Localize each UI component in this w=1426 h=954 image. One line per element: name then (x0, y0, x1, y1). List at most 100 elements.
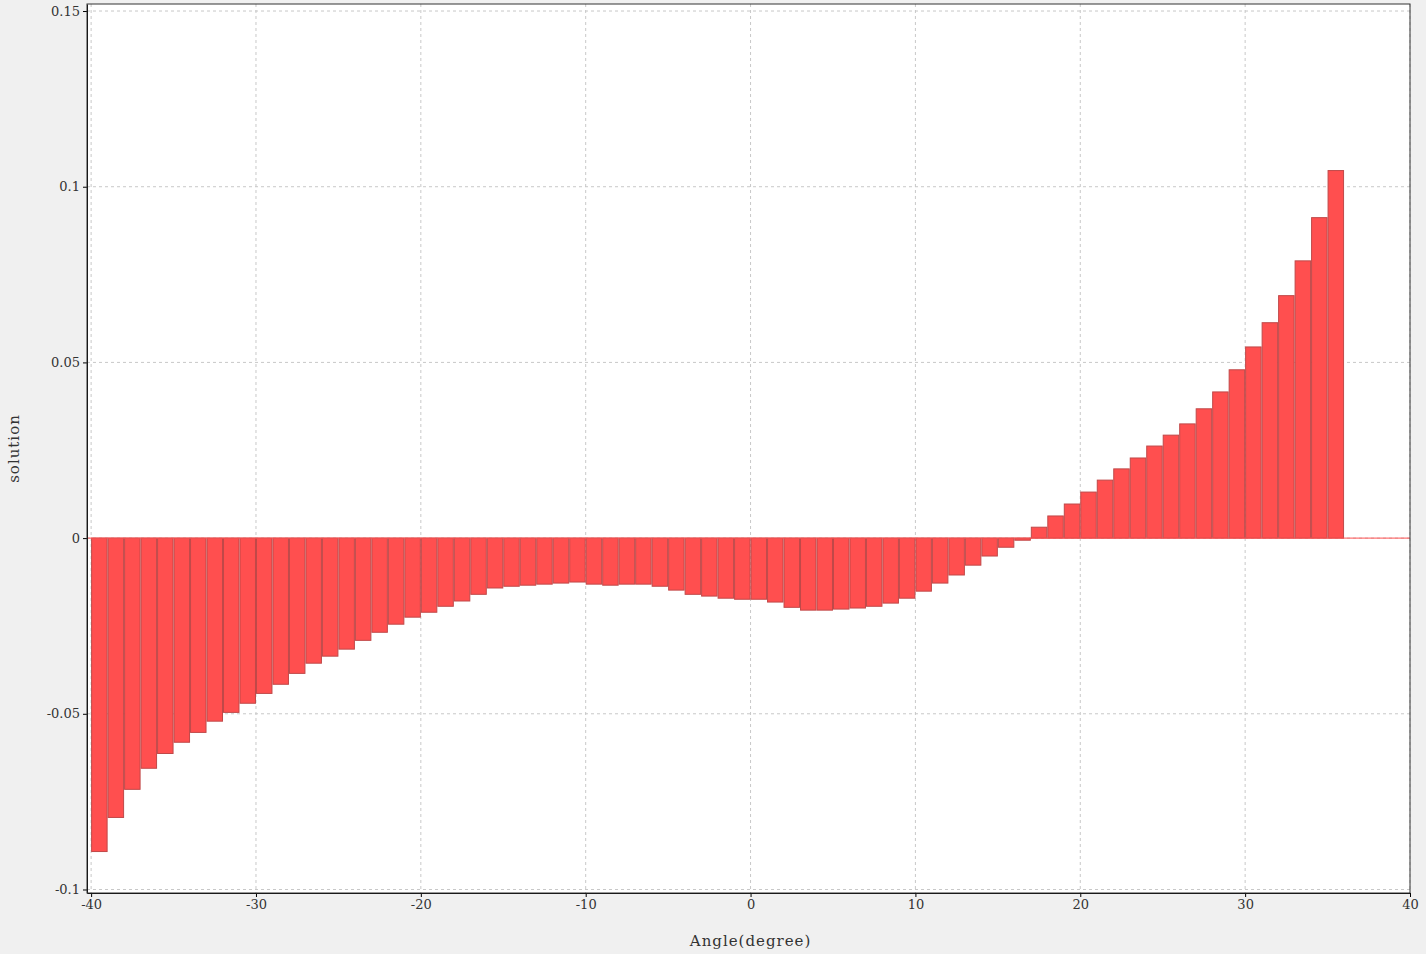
x-tick-label: -20 (411, 897, 432, 912)
baseline (87, 538, 1410, 539)
bar (158, 538, 173, 753)
bar (1328, 171, 1343, 539)
bar (1147, 446, 1162, 538)
grid-line-y (87, 186, 1410, 187)
bar (125, 538, 140, 789)
bar (1114, 469, 1129, 538)
bar (1246, 347, 1261, 538)
bar (1048, 516, 1063, 538)
y-axis-title: solution (5, 414, 23, 483)
bar (784, 538, 799, 607)
bar (174, 538, 189, 742)
bar (949, 538, 964, 575)
grid-line-y (87, 11, 1410, 12)
x-axis-title: Angle(degree) (689, 932, 811, 950)
bar (570, 538, 585, 582)
x-tick: -10 (576, 893, 597, 912)
bar (735, 538, 750, 599)
bar (1262, 323, 1277, 538)
bar (537, 538, 552, 584)
bar (1163, 435, 1178, 538)
y-tick-label: 0 (72, 531, 80, 546)
grid-line-x (750, 4, 751, 893)
bar (438, 538, 453, 606)
bar (833, 538, 848, 609)
grid-line-x (585, 4, 586, 893)
y-tick-label: 0.1 (59, 179, 80, 194)
bar (405, 538, 420, 617)
bar (1031, 527, 1046, 538)
bar (718, 538, 733, 598)
grid-line-y (87, 713, 1410, 714)
bar (685, 538, 700, 594)
bar (1130, 458, 1145, 538)
bar (1064, 504, 1079, 538)
bar (108, 538, 123, 817)
grid-line-x (915, 4, 916, 893)
y-tick-label: 0.05 (51, 355, 80, 370)
y-tick: 0.15 (51, 4, 87, 19)
x-tick-label: 10 (908, 897, 925, 912)
bar (1097, 480, 1112, 538)
bar (850, 538, 865, 608)
bar (240, 538, 255, 703)
bar (504, 538, 519, 586)
plot: -40-30-20-10010203040-0.1-0.0500.050.10.… (47, 4, 1419, 913)
grid-line-x (255, 4, 256, 893)
bar (636, 538, 651, 584)
bar (1295, 261, 1310, 538)
x-tick: -40 (81, 893, 102, 912)
bar (702, 538, 717, 596)
bar (339, 538, 354, 649)
bar (982, 538, 997, 556)
bar (289, 538, 304, 673)
y-tick: -0.1 (55, 882, 87, 897)
bar (273, 538, 288, 684)
bar (1081, 492, 1096, 538)
bar (553, 538, 568, 583)
bar (866, 538, 881, 606)
x-tick-label: -30 (246, 897, 267, 912)
x-tick-label: 30 (1237, 897, 1254, 912)
bar (603, 538, 618, 585)
x-tick: 10 (908, 893, 925, 912)
bar (224, 538, 239, 712)
x-tick: -20 (411, 893, 432, 912)
x-tick-label: -10 (576, 897, 597, 912)
background (0, 0, 1426, 954)
y-tick-label: -0.1 (55, 882, 80, 897)
y-tick-mark (83, 362, 87, 363)
plot-frame (87, 4, 1410, 893)
grid-line-y (87, 538, 1410, 539)
bar (768, 538, 783, 602)
bar (388, 538, 403, 624)
bar (471, 538, 486, 594)
bar (916, 538, 931, 591)
bar (322, 538, 337, 656)
x-tick: 0 (747, 893, 755, 912)
y-tick-mark (83, 714, 87, 715)
x-tick-label: -40 (81, 897, 102, 912)
bar (520, 538, 535, 585)
x-tick: 40 (1402, 893, 1419, 912)
y-tick: 0.05 (51, 355, 87, 370)
chart: -40-30-20-10010203040-0.1-0.0500.050.10.… (0, 0, 1426, 954)
bar (932, 538, 947, 583)
y-axis: -0.1-0.0500.050.10.15 (47, 4, 88, 897)
bar (817, 538, 832, 610)
grid-line-x (420, 4, 421, 893)
bar (965, 538, 980, 565)
bar (1196, 409, 1211, 538)
grid-line-y (87, 889, 1410, 890)
bar (751, 538, 766, 599)
bar (801, 538, 816, 610)
bar (998, 538, 1013, 547)
bar (1229, 370, 1244, 538)
bar (487, 538, 502, 588)
y-tick: 0 (72, 531, 87, 546)
bar (619, 538, 634, 584)
bar (1213, 392, 1228, 538)
grid-line-y (87, 362, 1410, 363)
bar (454, 538, 469, 601)
bar (899, 538, 914, 598)
